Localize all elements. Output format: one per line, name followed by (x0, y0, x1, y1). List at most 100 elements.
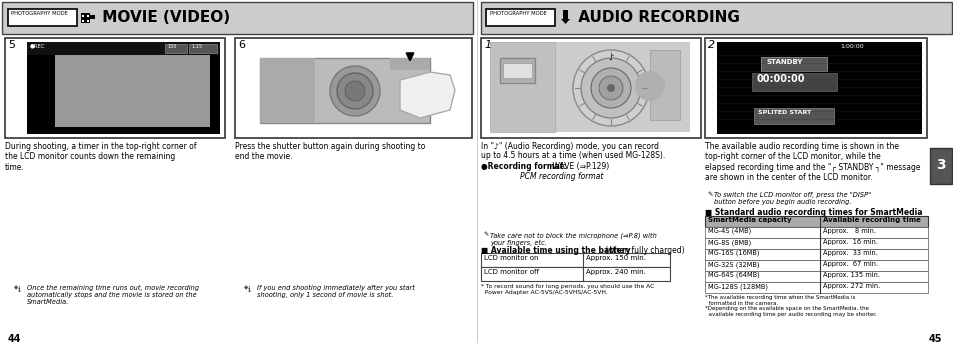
Bar (704, 216, 927, 227)
Bar (90, 15, 95, 22)
Text: * To record sound for long periods, you should use the AC
  Power Adapter AC-5VS: * To record sound for long periods, you … (480, 284, 654, 295)
Bar (490, 42, 555, 132)
Bar (82, 20, 84, 22)
Text: PHOTOGRAPHY MODE: PHOTOGRAPHY MODE (490, 11, 546, 16)
Bar (55, 52, 210, 127)
Circle shape (635, 71, 664, 101)
Bar (499, 58, 535, 83)
Bar (490, 42, 689, 132)
Bar (649, 50, 679, 120)
Text: (when fully charged): (when fully charged) (602, 246, 684, 255)
Text: 6: 6 (237, 40, 245, 50)
Bar (2, 2, 473, 34)
Text: 150: 150 (167, 45, 176, 49)
Text: ●REC: ●REC (30, 43, 46, 48)
Text: ◆: ◆ (14, 285, 18, 290)
Bar (87, 20, 89, 22)
Text: SPLITED START: SPLITED START (758, 109, 810, 115)
Bar (502, 63, 532, 78)
Text: SmartMedia capacity: SmartMedia capacity (707, 217, 791, 223)
Text: AUDIO RECORDING: AUDIO RECORDING (573, 10, 740, 25)
Circle shape (606, 84, 615, 92)
Bar (82, 15, 84, 17)
Bar (5, 38, 225, 138)
Text: Approx.   8 min.: Approx. 8 min. (822, 228, 875, 234)
Bar (90, 15, 95, 19)
Text: To switch the LCD monitor off, press the "DISP"
button before you begin audio re: To switch the LCD monitor off, press the… (713, 192, 870, 205)
Circle shape (590, 68, 630, 108)
Text: Once the remaining time runs out, movie recording
automatically stops and the mo: Once the remaining time runs out, movie … (27, 285, 199, 305)
Text: ■ Standard audio recording times for SmartMedia: ■ Standard audio recording times for Sma… (704, 208, 922, 217)
Text: *Depending on the available space on the SmartMedia, the
  available recording t: *Depending on the available space on the… (704, 306, 876, 317)
Bar (480, 267, 669, 281)
Text: MG-32S (32MB): MG-32S (32MB) (707, 261, 759, 268)
Text: 1:15: 1:15 (191, 45, 202, 49)
Text: ℹ: ℹ (18, 285, 21, 294)
Bar (929, 148, 951, 184)
Bar (717, 42, 921, 134)
Text: MOVIE (VIDEO): MOVIE (VIDEO) (97, 10, 230, 25)
Circle shape (598, 76, 622, 100)
Bar (234, 38, 472, 138)
Polygon shape (90, 15, 95, 19)
Bar (27, 42, 220, 134)
Bar (562, 10, 567, 19)
Text: up to 4.5 hours at a time (when used MG-128S).: up to 4.5 hours at a time (when used MG-… (480, 151, 664, 160)
Bar (704, 282, 927, 293)
Bar (260, 58, 314, 123)
Bar (390, 58, 430, 70)
Text: MG-8S (8MB): MG-8S (8MB) (707, 239, 750, 246)
Bar (87, 15, 89, 17)
Text: PCM recording format: PCM recording format (519, 172, 602, 181)
Text: 5: 5 (8, 40, 15, 50)
Text: MG-128S (128MB): MG-128S (128MB) (707, 283, 767, 289)
Text: 44: 44 (8, 334, 22, 343)
Bar (81, 13, 90, 23)
Text: Press the shutter button again during shooting to
end the movie.: Press the shutter button again during sh… (234, 142, 425, 162)
Text: MG-64S (64MB): MG-64S (64MB) (707, 272, 759, 279)
Bar (704, 260, 927, 271)
Text: STANDBY: STANDBY (766, 59, 802, 64)
Text: ◆: ◆ (244, 285, 248, 290)
Text: 1:00:00: 1:00:00 (840, 44, 862, 49)
Bar (704, 249, 927, 260)
Circle shape (345, 81, 365, 101)
Bar (165, 44, 187, 53)
Bar (751, 73, 836, 91)
FancyBboxPatch shape (8, 9, 76, 25)
Text: LCD monitor off: LCD monitor off (483, 269, 538, 275)
Bar (704, 227, 927, 238)
Text: 45: 45 (927, 334, 941, 343)
Text: LCD monitor on: LCD monitor on (483, 255, 537, 261)
Text: ✎: ✎ (706, 192, 712, 197)
Bar (704, 238, 927, 249)
Bar (753, 108, 833, 124)
Bar (27, 42, 220, 55)
Text: ♪: ♪ (607, 53, 613, 62)
Text: 1: 1 (483, 40, 491, 50)
Text: MG-16S (16MB): MG-16S (16MB) (707, 250, 759, 257)
Polygon shape (560, 19, 569, 24)
Text: ■ Available time using the battery: ■ Available time using the battery (480, 246, 630, 255)
Text: During shooting, a timer in the top-right corner of
the LCD monitor counts down : During shooting, a timer in the top-righ… (5, 142, 196, 172)
Circle shape (573, 50, 648, 126)
Text: 2: 2 (707, 40, 715, 50)
Text: If you end shooting immediately after you start
shooting, only 1 second of movie: If you end shooting immediately after yo… (256, 285, 415, 298)
Text: Take care not to block the microphone (⇒P.8) with
your fingers, etc.: Take care not to block the microphone (⇒… (490, 232, 657, 246)
Text: ✎: ✎ (482, 232, 488, 237)
Text: In "♪" (Audio Recording) mode, you can record: In "♪" (Audio Recording) mode, you can r… (480, 142, 659, 151)
Text: Available recording time: Available recording time (822, 217, 920, 223)
Polygon shape (399, 72, 455, 118)
Text: ℹ: ℹ (248, 285, 251, 294)
Circle shape (580, 58, 640, 118)
Text: Approx. 150 min.: Approx. 150 min. (585, 255, 645, 261)
Text: Approx. 240 min.: Approx. 240 min. (585, 269, 645, 275)
FancyBboxPatch shape (760, 57, 826, 71)
Bar (480, 2, 951, 34)
Text: Approx.  33 min.: Approx. 33 min. (822, 250, 877, 256)
Bar (189, 44, 216, 53)
Text: PHOTOGRAPHY MODE: PHOTOGRAPHY MODE (11, 11, 68, 16)
Text: WAVE (⇒P.129): WAVE (⇒P.129) (550, 162, 609, 171)
Text: ●Recording format:: ●Recording format: (480, 162, 566, 171)
Text: 3: 3 (935, 158, 944, 172)
